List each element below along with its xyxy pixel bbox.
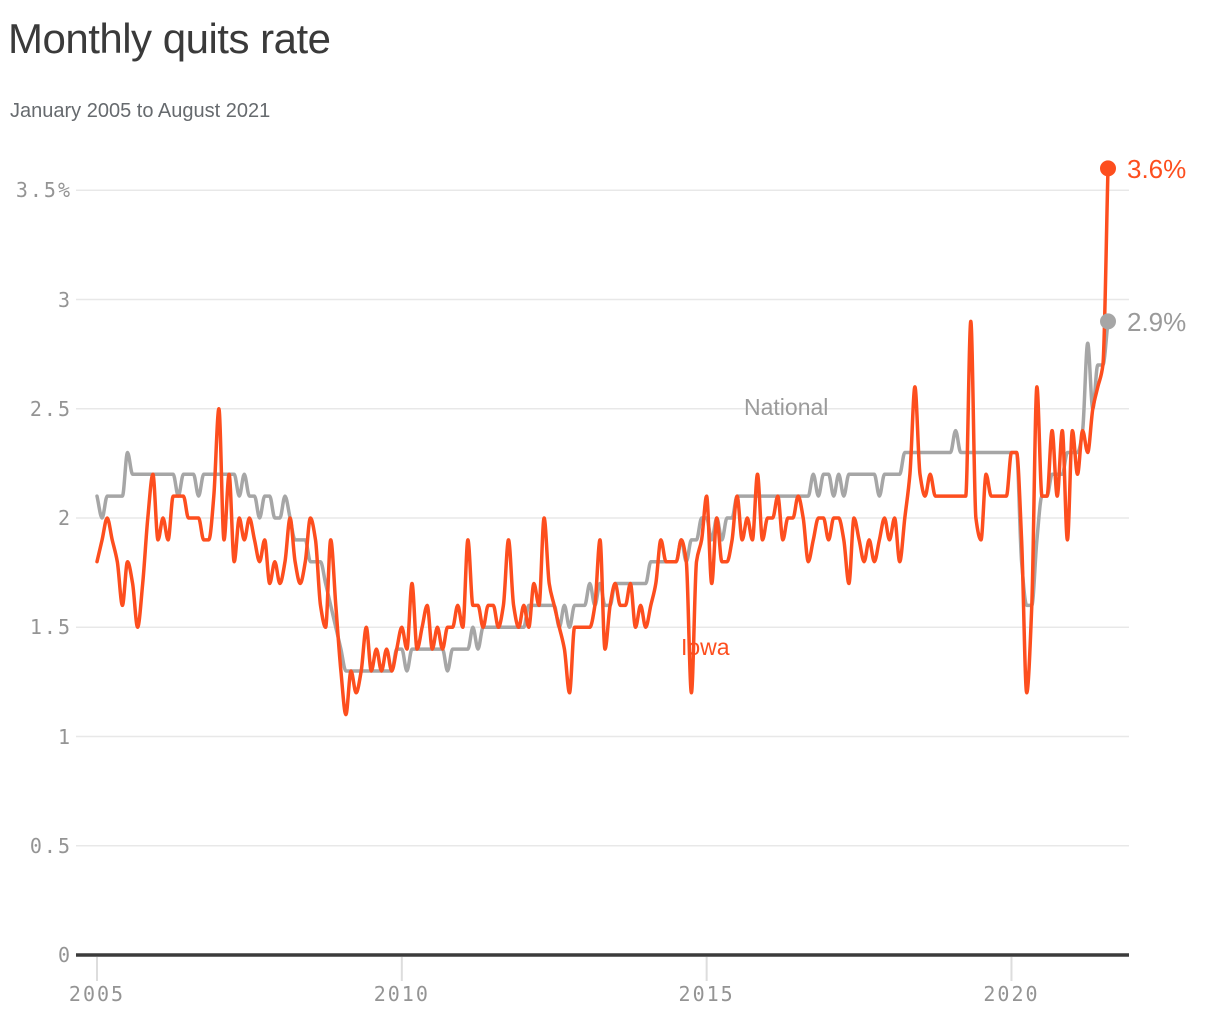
y-tick-label: 2.5 [29,396,72,421]
y-tick-label: 3 [57,287,72,312]
end-value-national: 2.9% [1127,307,1187,337]
y-tick-label: 1.5 [29,615,72,640]
chart-subtitle: January 2005 to August 2021 [10,100,271,122]
series-label-national: National [744,394,829,420]
chart-title: Monthly quits rate [8,15,331,62]
y-tick-label: 1 [57,724,72,749]
end-dot-iowa [1100,160,1116,177]
y-tick-label: 3.5% [15,178,72,203]
series-line-iowa [95,166,1110,717]
y-tick-label: 2 [57,506,72,530]
x-tick-label: 2020 [983,982,1040,1006]
x-tick-label: 2015 [678,982,735,1006]
y-tick-label: 0.5 [29,833,72,858]
series-line-national [95,319,1110,673]
y-tick-label: 0 [57,943,72,967]
x-tick-label: 2010 [373,982,430,1006]
end-dot-national [1100,313,1116,330]
series-label-iowa: Iowa [681,634,730,660]
end-value-iowa: 3.6% [1127,154,1187,184]
x-tick-label: 2005 [68,982,126,1006]
